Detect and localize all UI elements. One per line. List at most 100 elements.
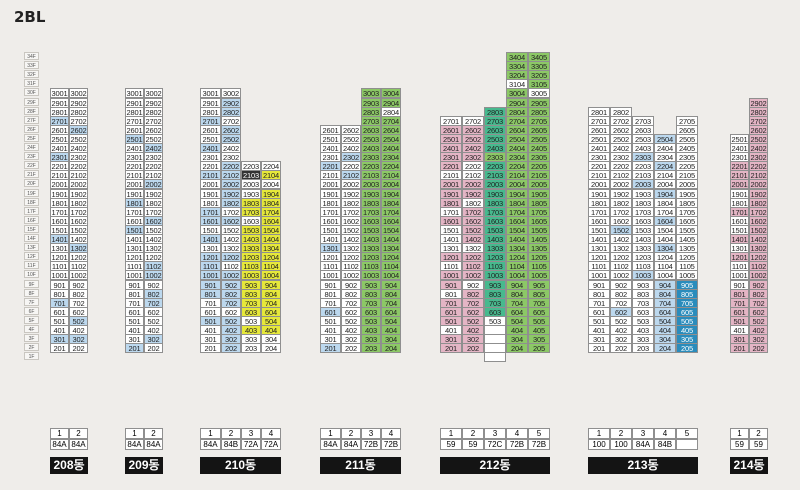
line-number: 1 (200, 428, 221, 439)
floor-label: 24F (24, 143, 39, 151)
unit-type: 84B (221, 439, 241, 450)
unit-cell: 202 (69, 343, 88, 354)
unit-type: 72B (506, 439, 528, 450)
unit-type: 72A (241, 439, 261, 450)
unit-cell: 203 (241, 343, 261, 354)
floor-label: 17F (24, 206, 39, 215)
floor-label: 14F (24, 234, 39, 242)
line-number: 3 (632, 428, 654, 439)
unit-cell: 203 (632, 343, 654, 354)
building-name: 210동 (200, 457, 281, 474)
unit-type: 59 (730, 439, 749, 450)
floor-label: 1F (24, 352, 39, 361)
line-number: 4 (381, 428, 401, 439)
unit-cell: 201 (320, 343, 341, 354)
unit-cell: 205 (528, 343, 550, 354)
unit-cell: 202 (144, 343, 163, 354)
unit-cell: 205 (676, 343, 698, 354)
line-number: 4 (261, 428, 281, 439)
building-name: 214동 (730, 457, 768, 474)
line-number: 5 (676, 428, 698, 439)
unit-type: 72B (361, 439, 381, 450)
unit-type: 100 (610, 439, 632, 450)
line-number: 3 (241, 428, 261, 439)
line-number: 2 (610, 428, 632, 439)
floor-label: 8F (24, 288, 39, 297)
line-number: 2 (221, 428, 241, 439)
floor-label: 7F (24, 297, 39, 306)
floor-label: 16F (24, 215, 39, 224)
unit-type: 84A (125, 439, 144, 450)
line-number: 2 (69, 428, 88, 439)
floor-label: 11F (24, 261, 39, 270)
floor-label: 15F (24, 224, 39, 233)
floor-label: 29F (24, 97, 39, 106)
building-name: 208동 (50, 457, 88, 474)
floor-label: 27F (24, 115, 39, 124)
unit-cell: 203 (361, 343, 381, 354)
unit-cell: 204 (261, 343, 281, 354)
floor-label: 25F (24, 133, 39, 142)
floor-label: 32F (24, 70, 39, 79)
line-number: 2 (749, 428, 768, 439)
line-number: 2 (462, 428, 484, 439)
unit-type: 59 (749, 439, 768, 450)
unit-cell: 201 (200, 343, 221, 354)
floor-label: 31F (24, 79, 39, 88)
unit-type: 84A (320, 439, 341, 450)
floor-label: 26F (24, 124, 39, 133)
line-number: 1 (730, 428, 749, 439)
unit-cell: 202 (462, 343, 484, 354)
line-number: 1 (320, 428, 341, 439)
unit-type: 84A (50, 439, 69, 450)
unit-type: 84A (200, 439, 221, 450)
floor-label: 21F (24, 170, 39, 179)
unit-type: 59 (462, 439, 484, 450)
line-number: 4 (654, 428, 676, 439)
unit-cell: 202 (610, 343, 632, 354)
line-number: 1 (50, 428, 69, 439)
unit-type: 84C (676, 439, 698, 450)
building-name: 209동 (125, 457, 163, 474)
line-number: 3 (361, 428, 381, 439)
unit-cell: 202 (749, 343, 768, 354)
unit-type: 84A (69, 439, 88, 450)
floor-label: 4F (24, 325, 39, 333)
line-number: 2 (144, 428, 163, 439)
floor-label: 9F (24, 279, 39, 288)
line-number: 1 (588, 428, 610, 439)
floor-label: 19F (24, 188, 39, 197)
unit-type: 72A (261, 439, 281, 450)
unit-cell: 201 (50, 343, 69, 354)
unit-cell: 201 (440, 343, 462, 354)
unit-type: 84A (341, 439, 361, 450)
line-number: 3 (484, 428, 506, 439)
unit-cell: 202 (221, 343, 241, 354)
unit-type: 72B (528, 439, 550, 450)
unit-cell: 201 (730, 343, 749, 354)
floor-label: 33F (24, 61, 39, 70)
building-name: 212동 (440, 457, 550, 474)
floor-label: 28F (24, 106, 39, 115)
line-number: 2 (341, 428, 361, 439)
floor-label: 30F (24, 88, 39, 97)
complex-title: 2BL (14, 8, 46, 26)
unit-cell: 201 (588, 343, 610, 354)
unit-type: 72C (484, 439, 506, 450)
floor-label: 12F (24, 252, 39, 261)
floor-label: 23F (24, 152, 39, 161)
unit-type: 84A (632, 439, 654, 450)
line-number: 1 (125, 428, 144, 439)
unit-cell: 204 (381, 343, 401, 354)
floor-label: 13F (24, 243, 39, 252)
unit-cell: 201 (125, 343, 144, 354)
unit-type: 84B (654, 439, 676, 450)
floor-label: 10F (24, 270, 39, 279)
unit-cell: 204 (654, 343, 676, 354)
floor-label: 20F (24, 179, 39, 188)
unit-type: 84A (144, 439, 163, 450)
unit-type: 59 (440, 439, 462, 450)
floor-label: 5F (24, 315, 39, 324)
unit-type: 100 (588, 439, 610, 450)
unit-type: 72B (381, 439, 401, 450)
